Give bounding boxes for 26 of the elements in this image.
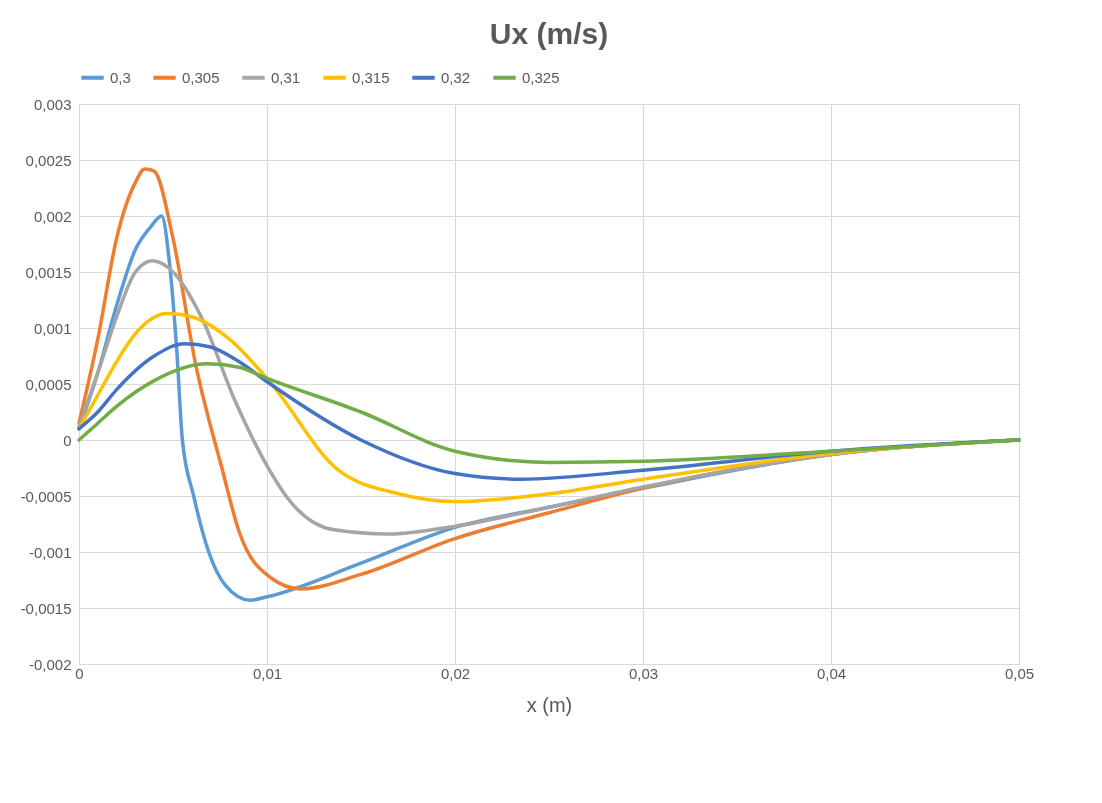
x-tick-label: 0 bbox=[75, 664, 84, 682]
y-tick-label: 0,002 bbox=[33, 207, 72, 225]
y-tick-label: 0,0005 bbox=[25, 375, 72, 393]
x-tick-label: 0,05 bbox=[1004, 664, 1035, 682]
x-tick-label: 0,03 bbox=[628, 664, 659, 682]
x-tick-label: 0,04 bbox=[816, 664, 847, 682]
legend-label: 0,315 bbox=[352, 68, 390, 86]
y-tick-label: -0,002 bbox=[28, 655, 72, 673]
legend-label: 0,31 bbox=[271, 68, 301, 86]
y-tick-label: 0,0015 bbox=[25, 263, 72, 281]
legend-label: 0,32 bbox=[441, 68, 471, 86]
x-axis-title: x (m) bbox=[526, 693, 573, 716]
legend-label: 0,305 bbox=[182, 68, 220, 86]
y-tick-label: -0,0005 bbox=[20, 487, 72, 505]
y-tick-label: -0,001 bbox=[28, 543, 72, 561]
y-tick-label: 0,003 bbox=[33, 95, 72, 113]
x-tick-label: 0,01 bbox=[252, 664, 283, 682]
line-series bbox=[77, 362, 1021, 465]
y-tick-label: 0,0025 bbox=[25, 151, 72, 169]
legend-label: 0,325 bbox=[522, 68, 560, 86]
y-tick-label: 0 bbox=[63, 431, 72, 449]
x-tick-label: 0,02 bbox=[440, 664, 471, 682]
y-tick-label: 0,001 bbox=[33, 319, 72, 337]
y-tick-label: -0,0015 bbox=[20, 599, 72, 617]
chart-title: Ux (m/s) bbox=[489, 17, 609, 50]
legend-label: 0,3 bbox=[110, 68, 131, 86]
